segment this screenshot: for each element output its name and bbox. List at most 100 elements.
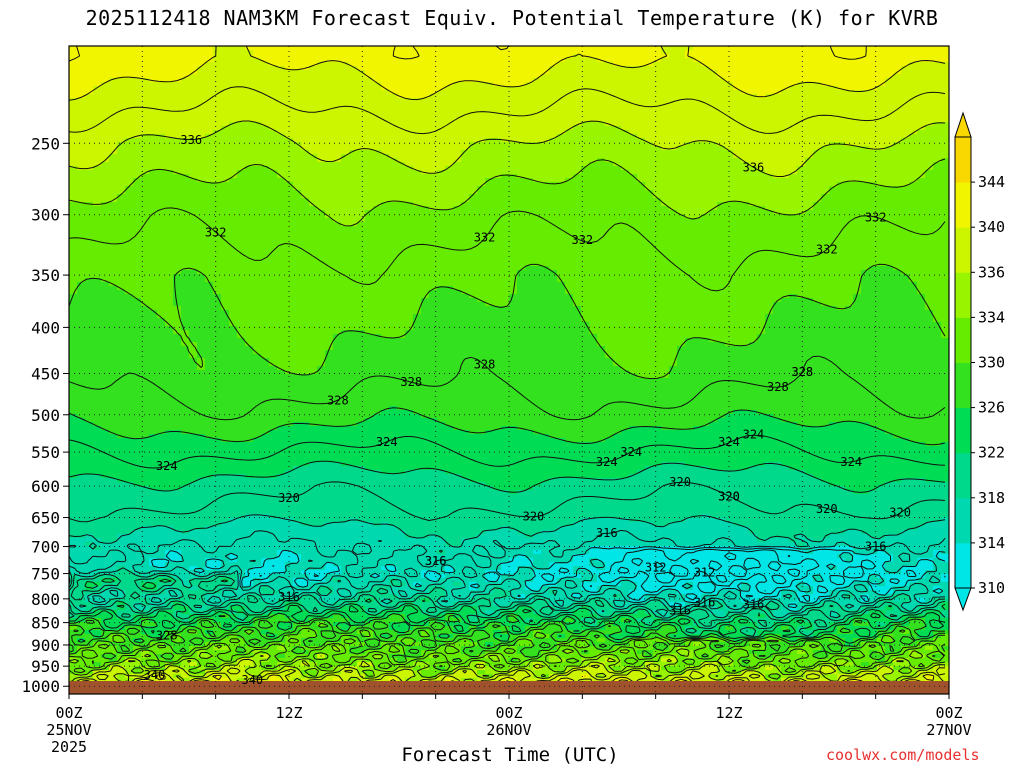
- contour-label: 328: [767, 380, 789, 394]
- y-tick-label: 950: [31, 657, 60, 676]
- colorbar-segment: [955, 452, 971, 499]
- contour-label: 324: [596, 455, 618, 469]
- contour-label: 324: [156, 459, 178, 473]
- colorbar-segment: [955, 182, 971, 228]
- contour-324: [69, 434, 946, 639]
- contour-318: [69, 514, 946, 619]
- contour-label: 316: [278, 590, 300, 604]
- colorbar-label: 326: [978, 399, 1005, 417]
- contour-label: 328: [156, 628, 178, 642]
- y-tick-label: 800: [31, 590, 60, 609]
- contour-label: 324: [743, 428, 765, 442]
- colorbar-label: 318: [978, 489, 1005, 507]
- contour-label: 328: [474, 358, 496, 372]
- colorbar-extend-top: [954, 111, 972, 138]
- contour-328: [69, 355, 946, 657]
- contour-label: 316: [743, 598, 765, 612]
- contour-label: 312: [694, 566, 716, 580]
- x-tick-label: 2025: [51, 738, 87, 756]
- contour-label: 320: [718, 489, 740, 503]
- x-tick-label: 12Z: [275, 704, 302, 722]
- contour-label: 324: [620, 445, 642, 459]
- contour-label: 328: [327, 393, 349, 407]
- contour-326: [69, 407, 946, 647]
- x-tick-label: 25NOV: [46, 721, 91, 739]
- contour-label: 328: [791, 365, 813, 379]
- y-tick-label: 700: [31, 538, 60, 557]
- x-axis-label: Forecast Time (UTC): [401, 744, 619, 766]
- colorbar-label: 322: [978, 444, 1005, 462]
- colorbar-segment: [955, 227, 971, 273]
- contour-label: 340: [241, 673, 263, 687]
- x-tick-label: 00Z: [495, 704, 522, 722]
- y-tick-label: 650: [31, 509, 60, 528]
- credit-link[interactable]: coolwx.com/models: [826, 746, 980, 764]
- contour-label: 320: [278, 491, 300, 505]
- contour-label: 328: [400, 375, 422, 389]
- x-tick-label: 12Z: [715, 704, 742, 722]
- y-tick-label: 1000: [21, 677, 60, 696]
- y-tick-label: 350: [31, 266, 60, 285]
- chart-title: 2025112418 NAM3KM Forecast Equiv. Potent…: [85, 6, 939, 30]
- contour-label: 320: [523, 509, 545, 523]
- colorbar-segment: [955, 137, 971, 183]
- contour-label: 320: [889, 506, 911, 520]
- y-tick-label: 900: [31, 636, 60, 655]
- contour-label: 312: [645, 560, 667, 574]
- contour-label: 332: [865, 210, 887, 224]
- contour-label: 332: [816, 243, 838, 257]
- colorbar-segment: [955, 407, 971, 454]
- contour-label: 336: [180, 133, 202, 147]
- contour-label: 320: [816, 502, 838, 516]
- y-tick-label: 850: [31, 614, 60, 633]
- contour-label: 320: [669, 475, 691, 489]
- y-tick-label: 550: [31, 443, 60, 462]
- x-tick-label: 00Z: [935, 704, 962, 722]
- colorbar-label: 310: [978, 579, 1005, 597]
- contour-label: 316: [865, 540, 887, 554]
- contour-332: [69, 207, 946, 674]
- y-tick-label: 500: [31, 406, 60, 425]
- contour-label: 320: [718, 489, 740, 503]
- contour-label: 316: [596, 526, 618, 540]
- colorbar-segment: [955, 272, 971, 318]
- contour-label: 316: [425, 554, 447, 568]
- colorbar-segment: [955, 497, 971, 544]
- colorbar-segment: [955, 317, 971, 363]
- colorbar-label: 330: [978, 354, 1005, 372]
- contour-label: 328: [791, 365, 813, 379]
- colorbar-extend-bottom: [954, 587, 972, 612]
- contour-label: 332: [205, 226, 227, 240]
- y-tick-label: 600: [31, 477, 60, 496]
- colorbar-label: 344: [978, 173, 1005, 191]
- contour-label: 336: [743, 161, 765, 175]
- y-tick-label: 750: [31, 565, 60, 584]
- contour-label: 316: [669, 603, 691, 617]
- contour-label: 324: [376, 435, 398, 449]
- colorbar-label: 334: [978, 308, 1005, 326]
- grid-lines: [69, 46, 949, 694]
- y-tick-label: 400: [31, 318, 60, 337]
- colorbar-label: 336: [978, 263, 1005, 281]
- contour-label: 332: [474, 231, 496, 245]
- contour-330: [69, 263, 946, 667]
- ground-strip: [69, 681, 949, 694]
- contour-label: 316: [694, 596, 716, 610]
- y-tick-label: 300: [31, 206, 60, 225]
- contour-label: 316: [425, 554, 447, 568]
- colorbar-label: 340: [978, 218, 1005, 236]
- y-tick-label: 450: [31, 365, 60, 384]
- colorbar: 310 314 318 322 326 330 334 336 340 344: [954, 111, 1005, 612]
- colorbar-label: 314: [978, 534, 1005, 552]
- contour-314: [69, 546, 946, 609]
- y-tick-label: 250: [31, 134, 60, 153]
- contour-label: 332: [571, 233, 593, 247]
- contour-label: 340: [144, 668, 166, 682]
- contour-label: 324: [840, 455, 862, 469]
- colorbar-segment: [955, 542, 971, 589]
- x-tick-label: 00Z: [55, 704, 82, 722]
- contour-label: 324: [718, 435, 740, 449]
